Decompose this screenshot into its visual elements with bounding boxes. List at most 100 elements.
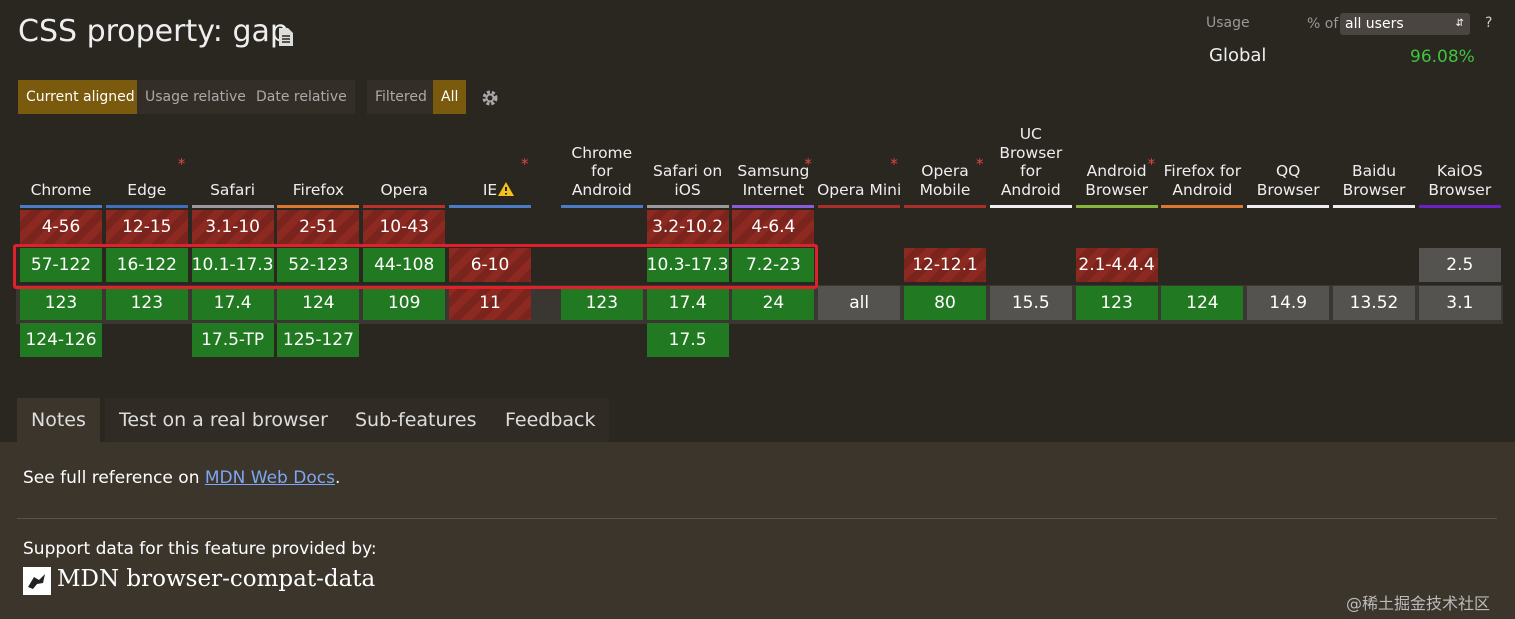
version-cell[interactable]: 3.1-10: [191, 210, 274, 244]
browser-underline: [989, 205, 1072, 208]
warning-icon: [498, 182, 514, 196]
version-cell[interactable]: 124-126: [20, 323, 102, 357]
version-cell[interactable]: 17.4: [191, 286, 274, 320]
browser-name: Baidu Browser: [1342, 162, 1406, 199]
browser-header: UC Browser for Android: [988, 125, 1074, 199]
browser-header: Firefox for Android: [1159, 127, 1245, 199]
version-cell[interactable]: 2-51: [277, 210, 360, 244]
usage-select-value[interactable]: all users: [1345, 16, 1404, 32]
version-cell[interactable]: 3.2-10.2: [646, 210, 729, 244]
browser-header: Safari on iOS: [645, 127, 731, 199]
browser-name: Safari: [210, 180, 256, 199]
version-cell[interactable]: 44-108: [363, 248, 446, 282]
note-marker: *: [804, 155, 812, 173]
browser-name: Opera: [380, 180, 428, 199]
version-cell[interactable]: 10-43: [363, 210, 446, 244]
version-cell[interactable]: 2.5: [1418, 248, 1501, 282]
divider: [17, 518, 1497, 519]
browser-header: Opera Mini: [816, 127, 902, 199]
browser-underline: [904, 205, 986, 208]
version-cell[interactable]: 10.3-17.3: [646, 248, 729, 282]
browser-header: Android Browser: [1074, 127, 1160, 199]
browser-name: Android Browser: [1085, 162, 1148, 199]
browser-underline: [277, 205, 360, 208]
version-cell[interactable]: 52-123: [277, 248, 360, 282]
filter-button[interactable]: All: [433, 80, 467, 114]
version-cell[interactable]: 17.5-TP: [191, 323, 274, 357]
usage-label: Usage: [1206, 15, 1250, 31]
browser-header: IE: [447, 127, 533, 199]
browser-underline: [646, 205, 729, 208]
version-cell[interactable]: all: [818, 286, 901, 320]
version-cell[interactable]: 124: [1161, 286, 1244, 320]
view-button[interactable]: Current aligned: [18, 80, 143, 114]
browser-name: UC Browser for Android: [999, 125, 1063, 199]
page-title: CSS property: gap: [18, 14, 289, 49]
usage-value: 96.08%: [1410, 47, 1475, 67]
browser-name: Opera Mini: [817, 180, 902, 199]
version-cell[interactable]: 13.52: [1333, 286, 1415, 320]
version-cell[interactable]: 4-56: [20, 210, 102, 244]
doc-icon[interactable]: [277, 27, 295, 47]
mdn-link[interactable]: MDN Web Docs: [204, 468, 335, 488]
browser-header: Chrome for Android: [559, 127, 645, 199]
version-cell[interactable]: 17.5: [646, 323, 729, 357]
browser-header: Samsung Internet: [730, 127, 816, 199]
version-cell[interactable]: 11: [449, 286, 531, 320]
browser-name: KaiOS Browser: [1428, 162, 1492, 199]
support-text: Support data for this feature provided b…: [23, 539, 377, 559]
version-cell[interactable]: 123: [105, 286, 188, 320]
version-cell[interactable]: 17.4: [646, 286, 729, 320]
version-cell[interactable]: 109: [363, 286, 446, 320]
browser-name: Chrome for Android: [571, 143, 633, 199]
version-cell[interactable]: 124: [277, 286, 360, 320]
settings-icon[interactable]: [481, 89, 499, 107]
browser-underline: [1418, 205, 1501, 208]
reference-text: See full reference on MDN Web Docs.: [23, 468, 340, 488]
browser-underline: [1075, 205, 1158, 208]
version-cell[interactable]: 123: [20, 286, 102, 320]
version-cell[interactable]: 6-10: [449, 248, 531, 282]
tab[interactable]: Feedback: [491, 398, 610, 442]
tab[interactable]: Test on a real browser: [105, 398, 342, 442]
version-cell[interactable]: 125-127: [277, 323, 360, 357]
version-cell[interactable]: 4-6.4: [732, 210, 815, 244]
version-cell[interactable]: 80: [904, 286, 986, 320]
browser-name: Safari on iOS: [652, 162, 723, 199]
version-cell[interactable]: 57-122: [20, 248, 102, 282]
note-marker: *: [976, 155, 984, 173]
version-cell[interactable]: 7.2-23: [732, 248, 815, 282]
version-cell[interactable]: 2.1-4.4.4: [1075, 248, 1158, 282]
tab[interactable]: Sub-features: [341, 398, 491, 442]
version-cell[interactable]: 12-15: [105, 210, 188, 244]
browser-name: Samsung Internet: [737, 162, 810, 199]
help-link[interactable]: ?: [1485, 15, 1493, 31]
browser-header: Opera: [361, 127, 447, 199]
browser-name: QQ Browser: [1256, 162, 1320, 199]
view-button[interactable]: Usage relative: [137, 80, 254, 114]
browser-header: Opera Mobile: [902, 127, 988, 199]
highlight-box: [13, 244, 818, 289]
browser-underline: [191, 205, 274, 208]
version-cell[interactable]: 12-12.1: [904, 248, 986, 282]
version-cell[interactable]: 24: [732, 286, 815, 320]
browser-header: Baidu Browser: [1331, 127, 1417, 199]
version-cell[interactable]: 123: [560, 286, 643, 320]
browser-underline: [732, 205, 815, 208]
browser-header: Edge: [104, 127, 190, 199]
note-marker: *: [521, 155, 529, 173]
view-button[interactable]: Date relative: [248, 80, 355, 114]
tab[interactable]: Notes: [17, 398, 100, 442]
filter-button[interactable]: Filtered: [367, 80, 435, 114]
version-cell[interactable]: 10.1-17.3: [191, 248, 274, 282]
version-cell[interactable]: 3.1: [1418, 286, 1501, 320]
version-cell[interactable]: 14.9: [1247, 286, 1330, 320]
note-marker: *: [1147, 155, 1156, 173]
usage-select[interactable]: all users ⇵: [1340, 13, 1470, 35]
version-cell[interactable]: 123: [1075, 286, 1158, 320]
note-marker: *: [177, 155, 186, 173]
browser-underline: [818, 205, 901, 208]
version-cell[interactable]: 15.5: [989, 286, 1072, 320]
version-cell[interactable]: 16-122: [105, 248, 188, 282]
browser-underline: [1333, 205, 1415, 208]
